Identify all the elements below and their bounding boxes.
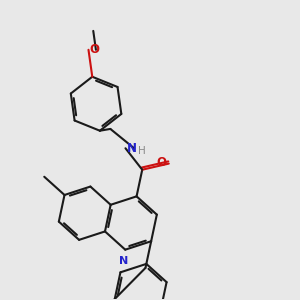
Text: O: O (156, 156, 166, 169)
Text: N: N (127, 142, 137, 155)
Text: H: H (138, 146, 146, 156)
Text: N: N (119, 256, 129, 266)
Text: O: O (90, 43, 100, 56)
